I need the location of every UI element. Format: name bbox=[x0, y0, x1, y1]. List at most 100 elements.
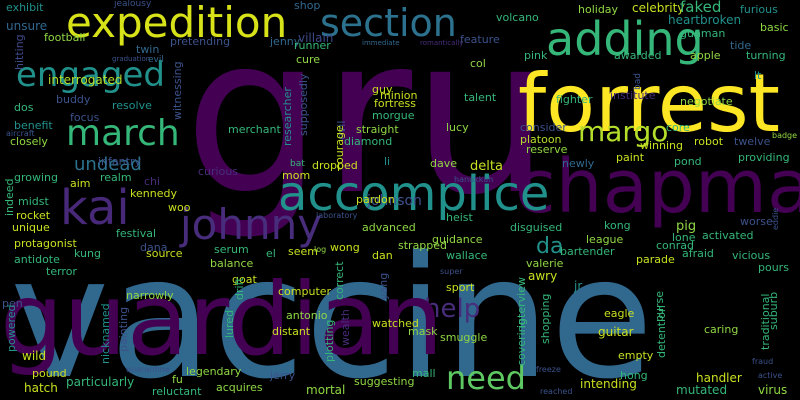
word: pond bbox=[674, 155, 702, 168]
word: shopping bbox=[539, 293, 552, 344]
word: badge bbox=[772, 131, 798, 140]
word: balance bbox=[210, 257, 254, 270]
word: reached bbox=[540, 387, 573, 396]
word: laboratory bbox=[316, 211, 358, 220]
word: mask bbox=[408, 325, 438, 338]
word: awarded bbox=[614, 49, 662, 62]
word: guidance bbox=[432, 233, 483, 246]
word: furious bbox=[740, 3, 778, 16]
word: volcano bbox=[496, 11, 539, 24]
word: need bbox=[446, 359, 526, 397]
word: kennedy bbox=[130, 187, 177, 200]
word: wild bbox=[22, 349, 47, 363]
word: activated bbox=[702, 229, 754, 242]
word: researcher bbox=[281, 87, 294, 146]
word: particularly bbox=[66, 375, 135, 389]
word: chapman bbox=[515, 144, 800, 230]
word: institute bbox=[610, 89, 656, 102]
word: vaccine bbox=[10, 220, 654, 400]
word: supposedly bbox=[297, 73, 310, 136]
word: turning bbox=[746, 49, 786, 62]
word: undead bbox=[74, 154, 142, 175]
word: dan bbox=[372, 249, 393, 262]
word: li bbox=[384, 155, 391, 168]
word: worse bbox=[740, 215, 773, 228]
word: hitting bbox=[13, 34, 26, 70]
word: virus bbox=[758, 383, 788, 397]
word: eddie bbox=[771, 207, 780, 230]
word: exhibit bbox=[6, 1, 44, 14]
word: serum bbox=[214, 243, 249, 256]
word: merchant bbox=[228, 123, 281, 136]
word: aircraft bbox=[6, 129, 35, 138]
word: benefit bbox=[14, 119, 53, 132]
word: handler bbox=[696, 371, 742, 385]
word: holiday bbox=[578, 3, 619, 16]
word: watched bbox=[372, 317, 419, 330]
word: diamond bbox=[344, 135, 393, 148]
word: super bbox=[440, 267, 463, 276]
word: twelve bbox=[734, 135, 771, 148]
word: el bbox=[266, 247, 276, 260]
word: aim bbox=[70, 177, 91, 190]
word: johnny bbox=[180, 200, 323, 249]
word: col bbox=[470, 57, 486, 70]
word: focus bbox=[70, 111, 100, 124]
word: hatch bbox=[24, 381, 58, 395]
word: seem bbox=[288, 245, 318, 258]
word: drift bbox=[233, 277, 246, 300]
word: sport bbox=[446, 281, 475, 294]
word: antidote bbox=[14, 253, 60, 266]
word: unsure bbox=[6, 19, 48, 33]
word: narrowly bbox=[126, 289, 174, 302]
word: heist bbox=[446, 211, 473, 224]
word: conrad bbox=[656, 239, 694, 252]
word: jr bbox=[574, 279, 583, 293]
word: acquires bbox=[216, 381, 263, 394]
word: plotting bbox=[323, 319, 336, 362]
word: midst bbox=[18, 195, 49, 208]
word: tide bbox=[730, 39, 752, 52]
word: margo bbox=[578, 115, 669, 148]
word: lucy bbox=[446, 121, 469, 134]
word: lured bbox=[223, 309, 236, 338]
word: covering bbox=[515, 318, 528, 366]
word: pen bbox=[2, 297, 23, 310]
word: mortal bbox=[306, 383, 346, 397]
word: bat bbox=[290, 159, 305, 169]
word: mutated bbox=[676, 383, 728, 397]
word: empty bbox=[618, 349, 654, 362]
word: fighter bbox=[556, 93, 593, 106]
word: johnson bbox=[367, 193, 422, 209]
word: closely bbox=[10, 135, 48, 148]
word: romantically bbox=[420, 39, 464, 47]
word: minion bbox=[380, 89, 418, 102]
word: morgue bbox=[372, 109, 415, 122]
word: interrogated bbox=[48, 73, 123, 87]
word: pours bbox=[758, 261, 789, 274]
word: fu bbox=[172, 373, 183, 386]
word: computer bbox=[278, 285, 332, 298]
word: pound bbox=[32, 367, 67, 380]
word: strapped bbox=[398, 239, 448, 252]
word: valerie bbox=[526, 257, 564, 270]
word: fortress bbox=[374, 97, 416, 110]
word: guardian bbox=[0, 261, 444, 378]
word: smuggle bbox=[440, 331, 488, 344]
word: lone bbox=[672, 231, 696, 244]
word: vicious bbox=[732, 249, 771, 262]
word: newly bbox=[562, 157, 595, 170]
word: expedition bbox=[66, 0, 288, 47]
word: witnessing bbox=[171, 61, 184, 120]
word: advanced bbox=[362, 221, 416, 234]
word: da bbox=[536, 234, 564, 259]
word: feature bbox=[460, 33, 500, 46]
word: reluctant bbox=[152, 385, 202, 398]
word: dropped bbox=[312, 159, 358, 172]
word: quarantine bbox=[126, 365, 170, 374]
word: kung bbox=[74, 247, 101, 260]
word: log bbox=[314, 245, 327, 254]
word: detention bbox=[655, 305, 668, 358]
word: wealth bbox=[339, 309, 352, 346]
word: legendary bbox=[186, 365, 242, 378]
